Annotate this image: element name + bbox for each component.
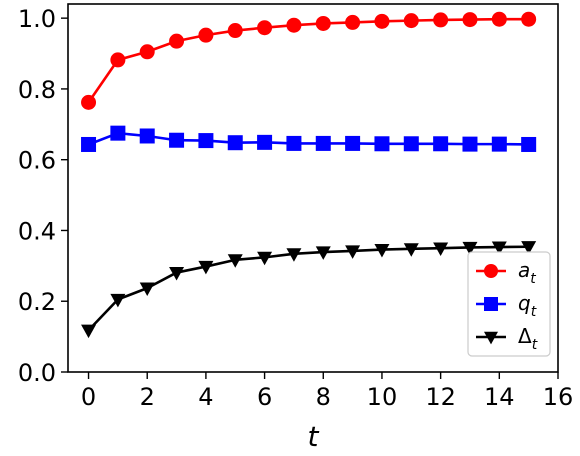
data-point	[491, 136, 507, 152]
x-tick-label: 8	[316, 383, 331, 411]
y-tick-label: 0.0	[18, 359, 56, 387]
data-point	[227, 23, 243, 39]
x-tick-label: 0	[81, 383, 96, 411]
data-point	[345, 14, 361, 30]
data-point	[374, 243, 390, 258]
data-point	[110, 52, 126, 68]
data-point	[110, 293, 126, 308]
axes-frame	[67, 3, 559, 373]
legend-label-base: Δ	[518, 324, 532, 348]
x-tick-label: 2	[140, 383, 155, 411]
x-tick-label: 12	[425, 383, 456, 411]
x-tick-label: 14	[484, 383, 515, 411]
legend-label-base: q	[518, 291, 531, 315]
series-square	[81, 125, 537, 152]
legend-label: at	[518, 258, 536, 287]
data-point	[81, 136, 97, 152]
x-tick-label: 16	[543, 383, 574, 411]
legend-marker	[484, 331, 498, 345]
y-tick-label: 0.8	[18, 76, 56, 104]
data-point	[433, 242, 449, 257]
data-point	[169, 132, 185, 148]
data-point	[286, 248, 302, 262]
data-point	[198, 27, 214, 43]
data-point	[462, 12, 478, 28]
data-point	[521, 241, 537, 255]
x-tick-label: 10	[367, 383, 398, 411]
data-point	[286, 17, 302, 33]
data-point	[257, 251, 273, 266]
data-point	[491, 11, 507, 27]
data-point	[198, 260, 214, 275]
legend-label-subscript: t	[530, 271, 536, 287]
legend-entry: qt	[476, 291, 537, 320]
data-point	[257, 134, 273, 150]
data-point	[403, 13, 419, 29]
y-tick-label: 1.0	[18, 5, 56, 33]
series-line	[88, 131, 529, 146]
data-point	[169, 33, 185, 49]
legend-label-subscript: t	[531, 304, 537, 320]
data-point	[521, 11, 537, 27]
data-point	[169, 266, 185, 281]
data-point	[257, 20, 273, 36]
legend-entry: at	[476, 258, 536, 287]
data-point	[315, 15, 331, 31]
legend-marker	[484, 297, 498, 311]
series-line	[87, 245, 529, 332]
data-point	[345, 245, 361, 259]
y-tick-label: 0.6	[18, 147, 56, 175]
data-point	[433, 12, 449, 28]
data-point	[227, 135, 243, 151]
data-point	[315, 135, 331, 151]
data-point	[198, 133, 214, 149]
y-tick-label: 0.4	[18, 217, 56, 245]
data-point	[462, 136, 478, 152]
data-point	[110, 125, 126, 141]
legend-label-base: a	[518, 258, 530, 282]
data-point	[345, 135, 361, 151]
series-triangle-down	[81, 241, 537, 339]
data-point	[433, 136, 449, 152]
legend-entry: Δt	[476, 324, 538, 353]
data-point	[521, 136, 537, 152]
data-point	[403, 136, 419, 152]
plot-area	[81, 11, 537, 339]
data-point	[491, 241, 507, 255]
legend-marker	[484, 264, 498, 278]
series-circle	[81, 11, 537, 110]
x-axis-label: t	[308, 420, 320, 453]
data-point	[81, 94, 97, 110]
data-point	[374, 136, 390, 152]
legend-label: qt	[518, 291, 537, 320]
x-tick-label: 6	[257, 383, 272, 411]
legend-box	[467, 251, 551, 357]
data-point	[139, 282, 155, 297]
x-axis: 0 2 4 6 8 10 12 14 16	[81, 372, 573, 411]
x-tick-label: 4	[198, 383, 213, 411]
series-line	[87, 17, 529, 104]
legend-label: Δt	[518, 324, 538, 353]
data-point	[227, 254, 243, 268]
data-point	[315, 246, 331, 260]
y-axis: 0.0 0.2 0.4 0.6 0.8 1.0	[18, 5, 68, 387]
legend-label-subscript: t	[532, 337, 538, 353]
data-point	[286, 135, 302, 151]
data-point	[374, 13, 390, 29]
data-point	[139, 44, 155, 60]
data-point	[462, 241, 478, 256]
data-point	[81, 324, 97, 339]
data-point	[139, 128, 155, 144]
y-tick-label: 0.2	[18, 288, 56, 316]
data-point	[403, 243, 419, 257]
